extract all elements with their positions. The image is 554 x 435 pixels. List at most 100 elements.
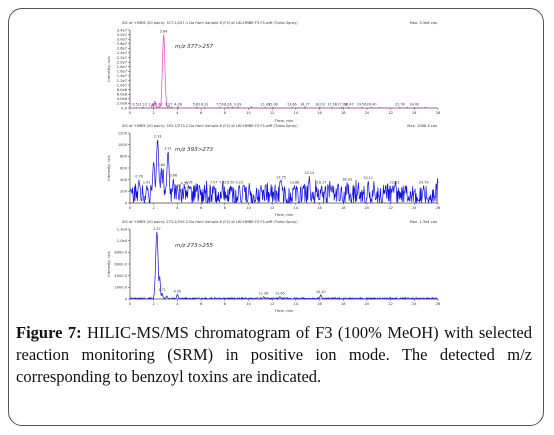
- peak-mark: [399, 107, 401, 108]
- y-tick-label: 3.2e7: [117, 33, 127, 37]
- chromatogram-panel-1: XIC of +MRM (20 pairs): 377.1/257.1 Da f…: [106, 21, 441, 123]
- peak-label: 11.43: [261, 103, 271, 107]
- peak-mark: [378, 107, 380, 108]
- peak-mark: [135, 107, 137, 108]
- peak-label: 12.65: [275, 292, 285, 296]
- peak-mark: [423, 185, 424, 186]
- chromatogram-trace: [129, 231, 439, 300]
- peak-mark: [159, 275, 160, 276]
- x-axis-label: Time, min: [274, 118, 294, 123]
- y-tick-label: 2000.0: [114, 286, 127, 290]
- mz-annotation: m/z 393>273: [175, 147, 214, 153]
- peak-label: 4.00: [174, 289, 182, 293]
- x-tick-label: 16: [317, 302, 322, 306]
- peak-mark: [414, 107, 415, 108]
- x-tick-label: 22: [388, 206, 393, 210]
- x-tick-label: 26: [436, 111, 441, 115]
- x-tick-label: 18: [341, 206, 346, 210]
- peak-mark: [239, 185, 240, 186]
- y-tick-label: 600: [120, 166, 128, 170]
- peak-mark: [291, 107, 293, 108]
- x-tick-label: 26: [436, 302, 441, 306]
- x-tick-label: 24: [412, 111, 417, 115]
- mz-annotation: m/z 273>255: [175, 243, 214, 249]
- chromatogram-panel-3: XIC of +MRM (20 pairs): 273.2/255.2 Da f…: [106, 220, 441, 313]
- peak-mark: [385, 185, 386, 186]
- peak-label: 20.40: [367, 103, 377, 107]
- peak-mark: [367, 180, 369, 182]
- x-tick-label: 24: [412, 302, 417, 306]
- peak-mark: [160, 167, 162, 169]
- peak-mark: [260, 185, 262, 186]
- figure-frame: [8, 8, 544, 426]
- peak-mark: [219, 107, 221, 108]
- panel-header: XIC of +MRM (20 pairs): 273.2/255.2 Da f…: [122, 220, 298, 224]
- peak-mark: [158, 105, 160, 107]
- x-tick-label: 12: [270, 206, 275, 210]
- x-tick-label: 6: [200, 302, 203, 306]
- peak-label: 22.33: [390, 181, 400, 185]
- panel-max-label: Max. 1088.3 cps.: [407, 124, 438, 128]
- x-tick-label: 0: [129, 111, 132, 115]
- x-tick-label: 6: [200, 206, 203, 210]
- peak-mark: [161, 292, 163, 294]
- peak-mark: [162, 167, 164, 169]
- peak-label: 2.43: [155, 103, 163, 107]
- peak-mark: [213, 185, 215, 186]
- peak-mark: [153, 161, 154, 163]
- peak-mark: [151, 104, 153, 105]
- peak-mark: [166, 295, 168, 297]
- peak-mark: [248, 185, 250, 186]
- peak-label: 12.06: [268, 103, 278, 107]
- y-tick-label: 1.4e7: [117, 74, 127, 78]
- x-tick-label: 26: [436, 206, 441, 210]
- y-tick-label: 4000.0: [114, 274, 127, 278]
- peak-mark: [177, 106, 179, 108]
- peak-label: 3.66: [170, 174, 178, 178]
- x-tick-label: 6: [200, 111, 203, 115]
- peak-label: 11.28: [259, 292, 269, 296]
- chromatogram-panel-2: XIC of +MRM (20 pairs): 393.2/273.2 Da f…: [106, 124, 441, 217]
- y-tick-label: 2.8e7: [117, 42, 127, 46]
- peak-label: 12.75: [276, 175, 286, 179]
- y-tick-label: 200: [120, 190, 128, 194]
- y-tick-label: 3.0e7: [117, 37, 127, 41]
- y-tick-label: 1.0e7: [117, 83, 127, 87]
- peak-mark: [357, 185, 359, 186]
- peak-label: 7.07: [210, 181, 218, 185]
- peak-label: 16.10: [316, 290, 326, 294]
- x-tick-label: 14: [294, 111, 299, 115]
- y-tick-label: 0.0: [121, 106, 127, 110]
- peak-label: 3.21: [164, 147, 172, 151]
- y-tick-label: 0: [125, 297, 128, 301]
- peak-mark: [373, 185, 375, 186]
- peak-label: 18.47: [344, 103, 354, 107]
- x-tick-label: 8: [224, 206, 227, 210]
- peak-mark: [265, 107, 266, 108]
- chromatogram-trace: [130, 35, 438, 109]
- y-tick-label: 2.2e7: [117, 56, 127, 60]
- y-tick-label: 3.4e7: [117, 28, 127, 32]
- peak-mark: [279, 296, 281, 297]
- panel-header: XIC of +MRM (20 pairs): 377.1/257.1 Da f…: [122, 21, 298, 25]
- peak-label: 1.41: [143, 181, 151, 185]
- y-tick-label: 2.6e7: [117, 47, 127, 51]
- x-tick-label: 10: [246, 206, 251, 210]
- peak-mark: [263, 296, 264, 297]
- peak-mark: [188, 185, 190, 186]
- peak-mark: [321, 185, 322, 186]
- peak-mark: [407, 107, 408, 108]
- x-tick-label: 16: [317, 206, 322, 210]
- peak-label: 19.56: [357, 103, 367, 107]
- x-tick-label: 16: [317, 111, 322, 115]
- peak-mark: [371, 107, 372, 108]
- peak-label: 4.59: [181, 182, 189, 186]
- y-tick-label: 6000.0: [114, 262, 127, 266]
- peak-mark: [331, 107, 333, 108]
- peak-mark: [138, 179, 140, 180]
- caption-label: Figure 7:: [16, 323, 82, 342]
- x-tick-label: 4: [176, 111, 179, 115]
- peak-mark: [230, 185, 231, 186]
- x-tick-label: 22: [388, 111, 393, 115]
- x-tick-label: 4: [176, 206, 179, 210]
